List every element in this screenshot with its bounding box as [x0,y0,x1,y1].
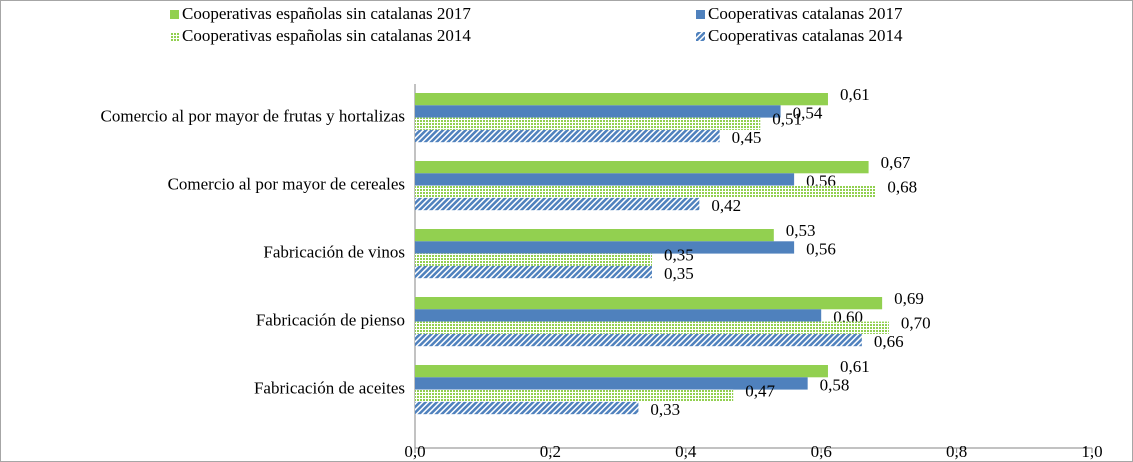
bar [415,129,720,143]
legend-label: Cooperativas españolas sin catalanas 201… [182,26,471,45]
value-label: 0,67 [881,153,911,172]
bar [415,185,876,198]
value-label: 0,61 [840,357,870,376]
bar [415,321,889,334]
y-tick-label: Comercio al por mayor de cereales [168,175,405,194]
value-label: 0,56 [806,239,836,258]
legend-label: Cooperativas españolas sin catalanas 201… [182,4,471,23]
bar [415,265,652,279]
legend-label: Cooperativas catalanas 2014 [708,26,903,45]
bar [415,173,795,186]
bar [415,241,795,254]
bar [415,377,808,390]
y-tick-label: Fabricación de vinos [263,243,405,262]
legend-label: Cooperativas catalanas 2017 [708,4,903,23]
value-label: 0,35 [664,264,694,283]
y-tick-label: Fabricación de pienso [256,311,405,330]
bar [415,197,700,211]
legend-swatch [696,32,705,41]
bar [415,333,862,347]
value-label: 0,51 [772,110,802,129]
x-tick-label: 0,4 [675,442,697,461]
value-label: 0,58 [820,375,850,394]
y-tick-label: Fabricación de aceites [254,379,405,398]
x-tick-label: 0,6 [811,442,832,461]
bar [415,297,883,310]
bar [415,309,822,322]
bar [415,389,734,402]
value-label: 0,61 [840,85,870,104]
legend-swatch [696,10,705,19]
value-label: 0,53 [786,221,816,240]
bar [415,365,828,378]
bar [415,117,761,130]
bar [415,229,774,242]
bar [415,253,652,266]
x-tick-label: 1,0 [1081,442,1102,461]
value-label: 0,47 [745,382,775,401]
value-label: 0,54 [793,103,823,122]
x-tick-label: 0,0 [404,442,425,461]
value-label: 0,66 [874,332,904,351]
bar [415,105,781,118]
value-label: 0,69 [894,289,924,308]
legend-swatch [170,32,179,41]
bar [415,93,828,106]
bar [415,401,639,415]
legend-swatch [170,10,179,19]
value-label: 0,33 [650,400,680,419]
bar [415,161,869,174]
value-label: 0,68 [887,178,917,197]
value-label: 0,70 [901,314,931,333]
y-tick-label: Comercio al por mayor de frutas y hortal… [101,107,405,126]
value-label: 0,35 [664,246,694,265]
x-tick-label: 0,8 [946,442,967,461]
value-label: 0,45 [732,128,762,147]
value-label: 0,42 [711,196,741,215]
x-tick-label: 0,2 [540,442,561,461]
